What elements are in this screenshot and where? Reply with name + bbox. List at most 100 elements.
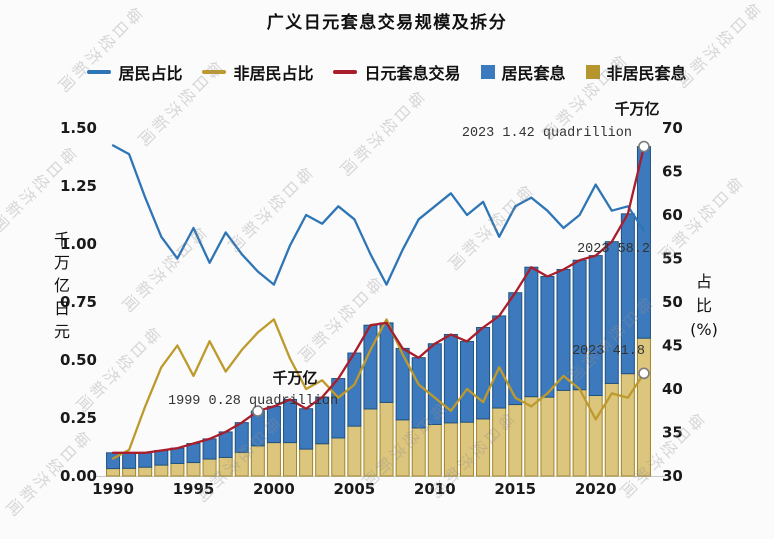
bar-resident-carry (379, 322, 394, 403)
bar-nonresident-carry (250, 445, 265, 477)
legend-item-resident-carry: 居民套息 (480, 60, 566, 84)
bar-resident-carry (572, 259, 587, 391)
line-yen-carry-trade (111, 145, 646, 454)
right-axis-title-char: (%) (690, 320, 718, 339)
line-nonresident-share (111, 318, 646, 460)
bar-nonresident-carry (234, 451, 249, 477)
bar-resident-carry (524, 266, 539, 398)
bar-resident-carry (202, 438, 217, 460)
right-tick-label: 55 (662, 250, 683, 268)
chart-title: 广义日元套息交易规模及拆分 (266, 13, 508, 33)
bar-nonresident-carry (170, 462, 185, 477)
bars-group (106, 146, 651, 477)
bar-nonresident-carry (492, 407, 507, 477)
annotation-peak-2023: 2023 1.42 quadrillion (462, 126, 632, 141)
bar-nonresident-carry (315, 443, 330, 477)
right-tick-label: 65 (662, 163, 683, 181)
x-tick-label: 2005 (333, 480, 375, 498)
bar-nonresident-carry (524, 396, 539, 477)
bar-nonresident-carry (283, 442, 298, 477)
bar-nonresident-carry (218, 456, 233, 477)
annotation-unit-label-top: 千万亿 (614, 100, 659, 118)
bar-nonresident-carry (395, 419, 410, 477)
x-tick-label: 1995 (173, 480, 215, 498)
bar-resident-carry (411, 357, 426, 429)
left-tick-label: 1.50 (60, 119, 97, 137)
bar-resident-carry (556, 269, 571, 391)
bar-nonresident-carry (299, 448, 314, 477)
chart-plot: 0.00 0.25 0.50 0.75 1.00 1.25 1.50 30 35 40 45 50 55… (54, 100, 718, 498)
annotation-unit-label-mid: 千万亿 (272, 369, 317, 387)
annotation-nonresident-2023: 2023 41.8 (572, 344, 645, 359)
bar-resident-carry (395, 347, 410, 421)
bar-resident-carry (492, 315, 507, 409)
right-tick-label: 60 (662, 206, 683, 224)
bar-nonresident-carry (106, 468, 121, 477)
right-tick-label: 50 (662, 293, 683, 311)
left-tick-label: 0.00 (60, 467, 97, 485)
bar-resident-carry (154, 449, 169, 466)
line-resident-share (111, 144, 646, 286)
bar-resident-carry (122, 452, 137, 469)
bar-resident-carry (363, 324, 378, 410)
bar-resident-carry (476, 327, 491, 420)
bar-resident-carry (459, 340, 474, 423)
left-tick-label: 1.00 (60, 235, 97, 253)
bar-nonresident-carry (476, 418, 491, 477)
legend-label-yen-carry-trade: 日元套息交易 (364, 64, 461, 83)
left-axis-ticks: 0.00 0.25 0.50 0.75 1.00 1.25 1.50 (60, 119, 97, 485)
right-tick-label: 40 (662, 380, 683, 398)
x-tick-label: 2015 (494, 480, 536, 498)
data-point-marker (252, 405, 264, 417)
bar-resident-carry (299, 408, 314, 450)
x-tick-label: 2000 (253, 480, 295, 498)
left-tick-label: 0.50 (60, 351, 97, 369)
x-axis-ticks: 1990 1995 2000 2005 2010 2015 2020 (92, 480, 616, 498)
bar-nonresident-carry (427, 423, 442, 477)
bar-resident-carry (234, 422, 249, 453)
legend-marker-yen-carry-trade (333, 70, 358, 74)
legend-item-nonresident-carry: 非居民套息 (585, 60, 687, 84)
right-tick-label: 70 (662, 119, 683, 137)
legend-label-nonresident-share: 非居民占比 (233, 64, 314, 83)
bar-nonresident-carry (572, 389, 587, 477)
legend-label-resident-share: 居民占比 (118, 64, 183, 83)
x-tick-label: 1990 (92, 480, 134, 498)
left-tick-label: 0.75 (60, 293, 97, 311)
bar-nonresident-carry (138, 466, 153, 477)
right-axis-title: 占比 (%) (690, 272, 718, 339)
legend-label-nonresident-carry: 非居民套息 (606, 64, 687, 83)
bar-resident-carry (604, 241, 619, 384)
legend-marker-nonresident-carry (585, 65, 600, 79)
left-axis-title-char: 元 (54, 322, 70, 341)
left-tick-label: 1.25 (60, 177, 97, 195)
legend-marker-resident-share (87, 70, 112, 74)
left-axis-title-char: 千 (54, 230, 70, 249)
legend-label-resident-carry: 居民套息 (501, 64, 566, 83)
bar-nonresident-carry (604, 382, 619, 477)
bar-nonresident-carry (443, 422, 458, 477)
bar-nonresident-carry (411, 427, 426, 477)
bar-nonresident-carry (202, 458, 217, 477)
bar-resident-carry (588, 255, 603, 396)
legend-marker-nonresident-share (202, 70, 227, 74)
x-tick-label: 2020 (575, 480, 617, 498)
bar-resident-carry (186, 443, 201, 464)
bar-nonresident-carry (556, 389, 571, 477)
bar-nonresident-carry (588, 394, 603, 477)
legend-marker-resident-carry (480, 65, 495, 79)
bar-nonresident-carry (154, 464, 169, 477)
bar-resident-carry (427, 343, 442, 425)
x-tick-label: 2010 (414, 480, 456, 498)
bar-nonresident-carry (266, 442, 281, 477)
right-axis-ticks: 30 35 40 45 50 55 60 65 70 (662, 119, 683, 485)
bar-nonresident-carry (459, 421, 474, 477)
legend: 居民占比 非居民占比 日元套息交易 居民套息 非居民套息 (0, 60, 774, 84)
right-tick-label: 35 (662, 424, 683, 442)
annotation-resident-2023: 2023 58.2 (577, 242, 650, 257)
bar-nonresident-carry (186, 462, 201, 477)
bar-nonresident-carry (122, 467, 137, 477)
right-tick-label: 45 (662, 337, 683, 355)
bar-nonresident-carry (379, 401, 394, 477)
